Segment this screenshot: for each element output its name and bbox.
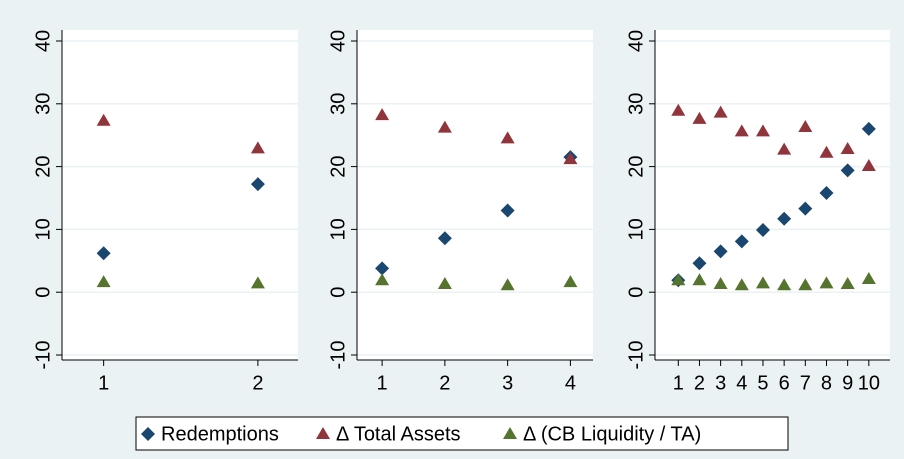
x-tick-label: 6 <box>779 372 790 394</box>
data-point <box>755 223 770 238</box>
x-tick-label: 4 <box>736 372 747 394</box>
y-tick-label: 20 <box>625 155 647 177</box>
plot-area <box>655 30 890 360</box>
x-tick-label: 7 <box>800 372 811 394</box>
x-tick-label: 2 <box>694 372 705 394</box>
y-tick-label: 10 <box>32 218 54 240</box>
legend-marker <box>316 427 330 439</box>
data-point <box>250 177 265 192</box>
data-point <box>840 163 855 178</box>
data-point <box>692 256 707 271</box>
y-tick-label: 20 <box>327 155 349 177</box>
data-point <box>777 278 792 291</box>
plot-area <box>62 30 298 360</box>
data-point <box>734 278 749 291</box>
y-tick-label: 0 <box>327 287 349 298</box>
data-point <box>437 277 452 290</box>
y-tick-label: 40 <box>32 30 54 52</box>
x-tick-label: 9 <box>842 372 853 394</box>
data-point <box>375 261 390 276</box>
data-point <box>671 273 686 286</box>
data-point <box>734 124 749 137</box>
legend-label: Redemptions <box>161 423 279 445</box>
data-point <box>692 273 707 286</box>
data-point <box>437 120 452 133</box>
x-tick-label: 8 <box>821 372 832 394</box>
data-point <box>713 244 728 259</box>
data-point <box>500 203 515 218</box>
data-point <box>96 275 111 288</box>
data-point <box>734 234 749 249</box>
data-point <box>777 142 792 155</box>
data-point <box>713 277 728 290</box>
data-point <box>692 111 707 124</box>
data-point <box>375 108 390 121</box>
data-point <box>861 121 876 136</box>
legend-label: Δ (CB Liquidity / TA) <box>523 423 701 445</box>
data-point <box>755 276 770 289</box>
data-point <box>840 142 855 155</box>
legend-marker <box>503 427 517 439</box>
x-tick-label: 1 <box>98 372 109 394</box>
data-point <box>563 152 578 165</box>
data-point <box>861 158 876 171</box>
x-tick-label: 2 <box>439 372 450 394</box>
y-tick-label: 40 <box>327 30 349 52</box>
legend <box>135 416 789 451</box>
data-point <box>96 246 111 261</box>
data-point <box>563 275 578 288</box>
data-point <box>96 113 111 126</box>
x-tick-label: 1 <box>673 372 684 394</box>
data-point <box>777 211 792 226</box>
data-point <box>671 103 686 116</box>
x-tick-label: 1 <box>377 372 388 394</box>
y-tick-label: -10 <box>625 341 647 370</box>
x-tick-label: 5 <box>757 372 768 394</box>
legend-label: Δ Total Assets <box>336 423 461 445</box>
data-point <box>840 277 855 290</box>
y-tick-label: -10 <box>32 341 54 370</box>
data-point <box>437 231 452 246</box>
data-point <box>250 276 265 289</box>
data-point <box>861 272 876 285</box>
plot-area <box>357 30 593 360</box>
data-point <box>819 276 834 289</box>
y-tick-label: 10 <box>327 218 349 240</box>
x-tick-label: 10 <box>858 372 880 394</box>
x-tick-label: 2 <box>252 372 263 394</box>
legend-marker <box>141 427 155 441</box>
y-tick-label: 40 <box>625 30 647 52</box>
data-point <box>250 141 265 154</box>
data-point <box>500 131 515 144</box>
data-point <box>819 145 834 158</box>
x-tick-label: 3 <box>502 372 513 394</box>
y-tick-label: 10 <box>625 218 647 240</box>
y-tick-label: 0 <box>32 287 54 298</box>
y-tick-label: 30 <box>327 93 349 115</box>
x-tick-label: 4 <box>565 372 576 394</box>
x-tick-label: 3 <box>715 372 726 394</box>
data-point <box>375 273 390 286</box>
y-tick-label: 0 <box>625 287 647 298</box>
y-tick-label: 30 <box>32 93 54 115</box>
data-point <box>755 124 770 137</box>
data-point <box>500 278 515 291</box>
data-point <box>713 105 728 118</box>
data-point <box>798 120 813 133</box>
data-point <box>798 278 813 291</box>
data-point <box>819 185 834 200</box>
data-point <box>798 201 813 216</box>
y-tick-label: -10 <box>327 341 349 370</box>
y-tick-label: 30 <box>625 93 647 115</box>
y-tick-label: 20 <box>32 155 54 177</box>
